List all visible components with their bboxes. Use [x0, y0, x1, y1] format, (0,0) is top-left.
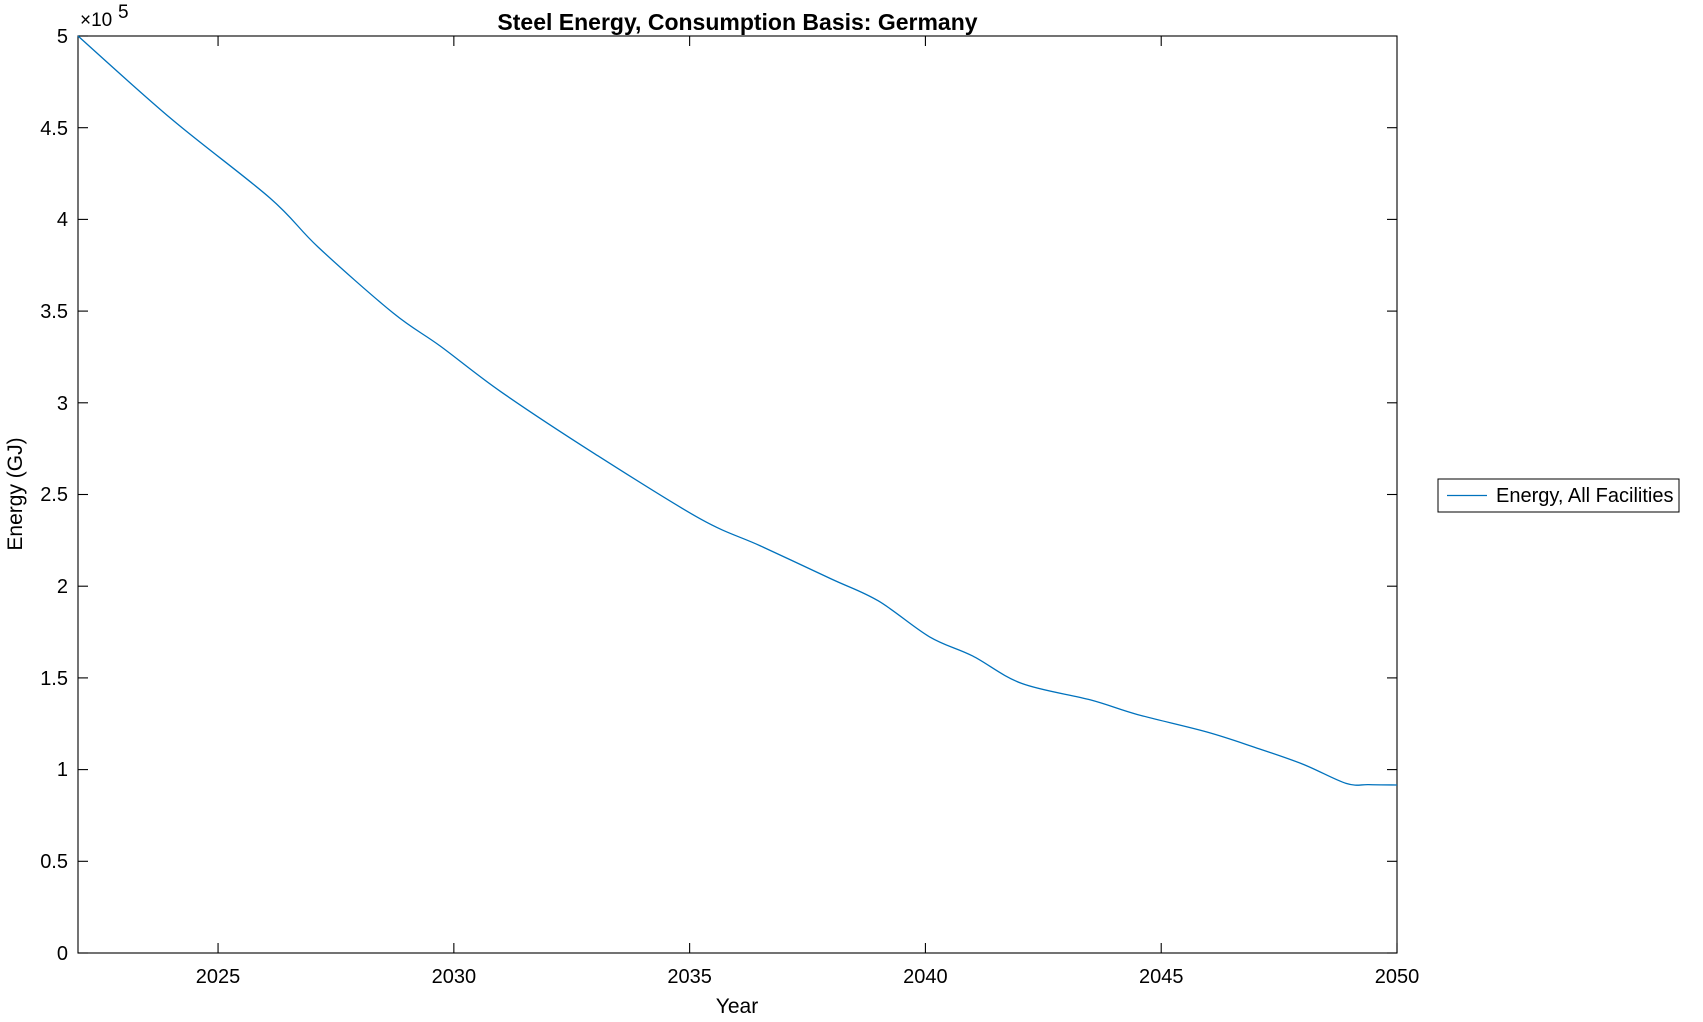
svg-text:Energy (GJ): Energy (GJ): [4, 437, 27, 550]
svg-text:1.5: 1.5: [40, 668, 68, 690]
svg-text:Year: Year: [716, 995, 758, 1018]
svg-text:2030: 2030: [432, 966, 477, 988]
svg-text:0: 0: [57, 943, 68, 965]
svg-text:2: 2: [57, 576, 68, 598]
svg-text:2040: 2040: [903, 966, 948, 988]
svg-text:3: 3: [57, 393, 68, 415]
svg-text:5: 5: [57, 26, 68, 48]
svg-text:1: 1: [57, 759, 68, 781]
svg-text:0.5: 0.5: [40, 851, 68, 873]
svg-text:Energy, All Facilities: Energy, All Facilities: [1496, 485, 1673, 507]
svg-text:2045: 2045: [1139, 966, 1184, 988]
svg-text:3.5: 3.5: [40, 301, 68, 323]
svg-text:2050: 2050: [1375, 966, 1420, 988]
svg-text:2.5: 2.5: [40, 484, 68, 506]
svg-text:5: 5: [118, 2, 129, 23]
svg-text:×10: ×10: [80, 10, 112, 31]
svg-text:2025: 2025: [196, 966, 241, 988]
svg-text:4: 4: [57, 209, 68, 231]
svg-text:4.5: 4.5: [40, 118, 68, 140]
svg-text:2035: 2035: [667, 966, 712, 988]
